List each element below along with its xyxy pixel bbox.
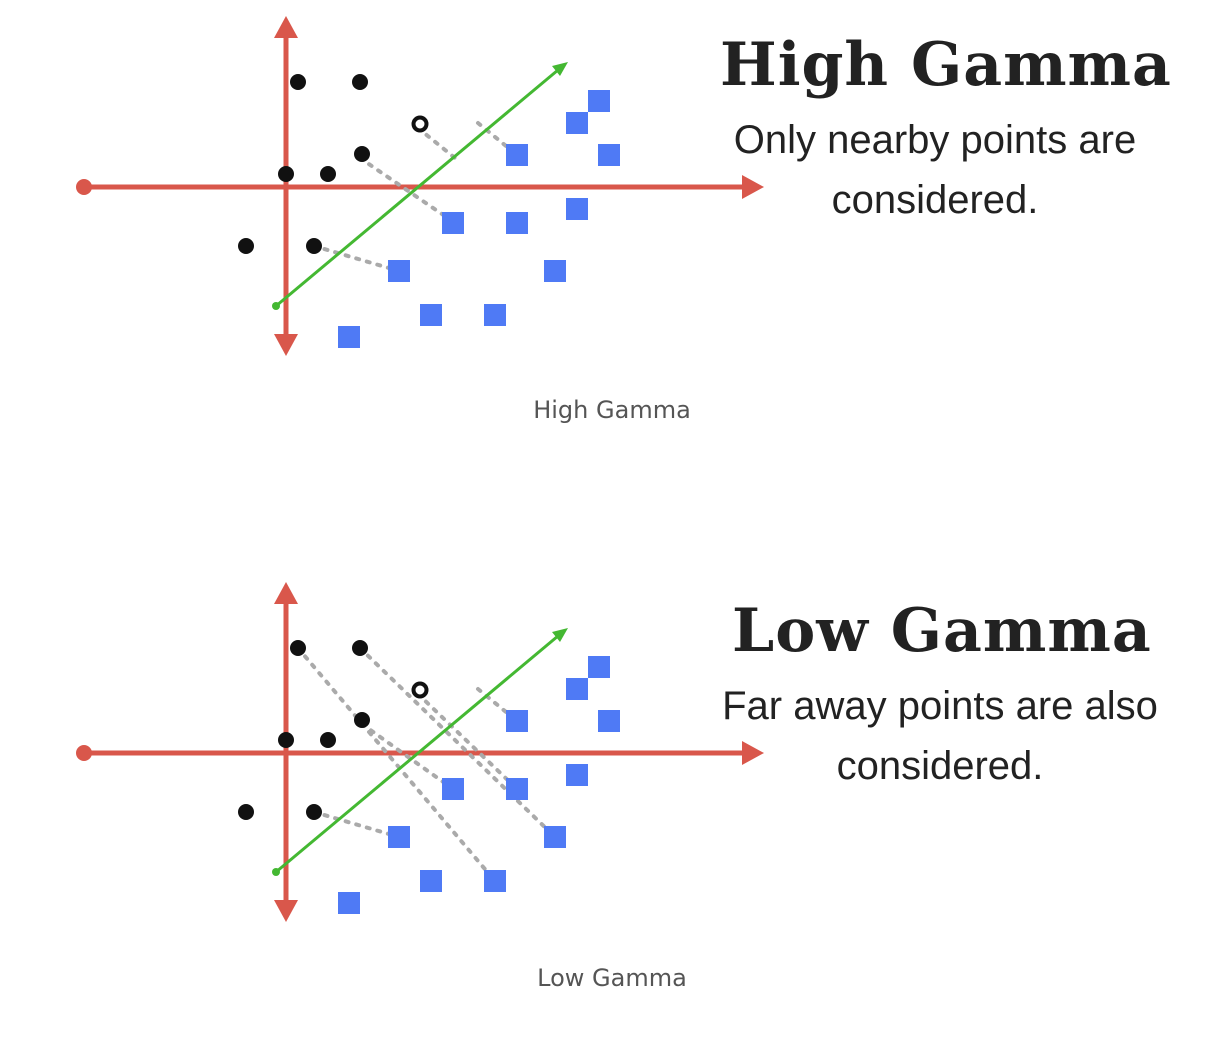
x-axis-arrowhead — [742, 175, 764, 199]
low-gamma-diagram — [76, 582, 764, 922]
class-a-point — [411, 681, 429, 699]
class-b-point — [484, 870, 506, 892]
class-a-point — [352, 74, 368, 90]
class-b-point — [566, 198, 588, 220]
class-b-point — [420, 304, 442, 326]
low-gamma-caption: Low Gamma — [537, 964, 687, 992]
class-a-point — [290, 640, 306, 656]
class-a-point — [354, 146, 370, 162]
class-b-point — [484, 304, 506, 326]
class-b-point — [566, 678, 588, 700]
low-gamma-figure: Low Gamma Far away points are also consi… — [0, 566, 1224, 1006]
high-gamma-headline: High Gamma — [720, 30, 1172, 100]
influence-line — [296, 646, 497, 883]
high-gamma-caption: High Gamma — [533, 396, 691, 424]
class-b-point — [544, 826, 566, 848]
class-b-point — [598, 144, 620, 166]
class-b-point — [598, 710, 620, 732]
x-axis-arrowhead — [742, 741, 764, 765]
boundary-arrowhead — [552, 62, 568, 76]
class-a-point — [320, 166, 336, 182]
low-gamma-description: Far away points are also considered. — [722, 684, 1158, 788]
class-b-point — [442, 212, 464, 234]
class-a-point — [354, 712, 370, 728]
y-axis-arrowhead-up — [274, 582, 298, 604]
class-a-point — [238, 238, 254, 254]
low-gamma-headline: Low Gamma — [732, 596, 1152, 666]
high-gamma-description: Only nearby points are considered. — [733, 118, 1137, 222]
influence-line — [312, 810, 401, 839]
class-b-point — [506, 778, 528, 800]
high-gamma-figure: High Gamma Only nearby points are consid… — [0, 0, 1224, 440]
influence-line — [416, 126, 457, 160]
influence-line — [358, 156, 457, 225]
class-a-point — [278, 166, 294, 182]
class-b-point — [442, 778, 464, 800]
class-b-point — [388, 826, 410, 848]
class-a-point — [320, 732, 336, 748]
class-a-point — [411, 115, 429, 133]
class-b-point — [338, 326, 360, 348]
class-b-point — [544, 260, 566, 282]
class-b-point — [588, 90, 610, 112]
class-b-point — [566, 764, 588, 786]
class-b-point — [506, 144, 528, 166]
influence-line — [358, 646, 557, 839]
y-axis-arrowhead-down — [274, 334, 298, 356]
class-b-point — [506, 212, 528, 234]
y-axis-arrowhead-up — [274, 16, 298, 38]
decision-boundary — [275, 68, 559, 308]
class-b-point — [420, 870, 442, 892]
influence-line — [416, 692, 519, 791]
decision-boundary — [275, 634, 559, 874]
influence-line — [360, 722, 455, 791]
boundary-start-dot — [272, 868, 280, 876]
class-b-point — [506, 710, 528, 732]
class-b-point — [566, 112, 588, 134]
class-b-point — [588, 656, 610, 678]
class-a-point — [290, 74, 306, 90]
class-a-point — [278, 732, 294, 748]
x-axis-origin-dot — [76, 745, 92, 761]
boundary-start-dot — [272, 302, 280, 310]
class-b-point — [338, 892, 360, 914]
class-a-point — [306, 238, 322, 254]
class-a-point — [352, 640, 368, 656]
x-axis-origin-dot — [76, 179, 92, 195]
class-a-point — [238, 804, 254, 820]
y-axis-arrowhead-down — [274, 900, 298, 922]
high-gamma-diagram — [76, 16, 764, 356]
boundary-arrowhead — [552, 628, 568, 642]
class-a-point — [306, 804, 322, 820]
class-b-point — [388, 260, 410, 282]
influence-line — [312, 244, 401, 273]
